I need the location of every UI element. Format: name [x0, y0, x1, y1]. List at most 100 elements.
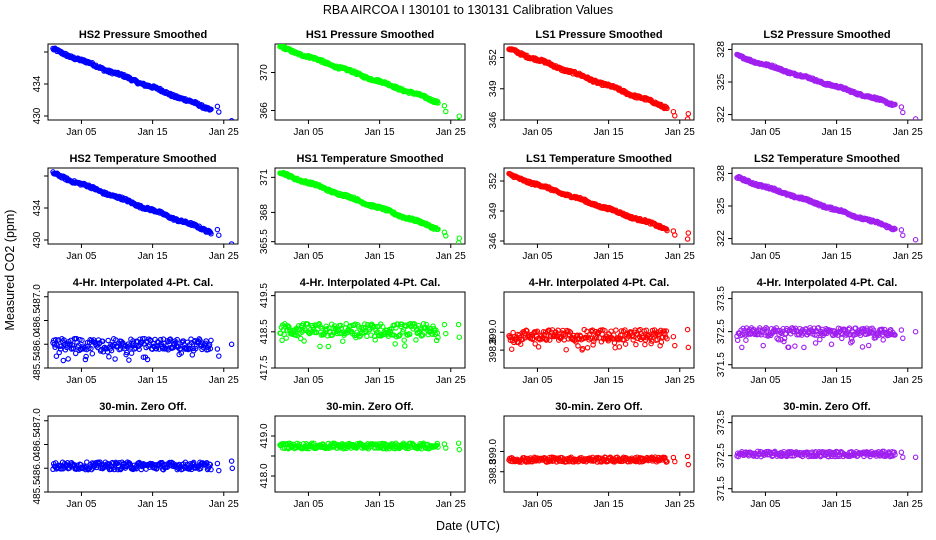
data-point	[216, 109, 222, 115]
y-tick-label: 419.0	[259, 423, 270, 448]
data-point	[845, 331, 851, 338]
data-point	[214, 226, 221, 233]
data-point	[573, 339, 579, 345]
data-point	[532, 341, 538, 347]
panel-title: 30-min. Zero Off.	[783, 401, 870, 413]
data-point	[898, 449, 905, 456]
data-point	[648, 340, 654, 347]
x-tick-label: Jan 05	[522, 127, 552, 138]
x-tick-label: Jan 25	[893, 251, 923, 262]
data-point	[397, 332, 403, 338]
data-point	[685, 111, 692, 117]
data-point	[51, 342, 58, 348]
panel-10: 4-Hr. Interpolated 4-Pt. Cal. 417.5 418.5 4…	[259, 277, 466, 386]
data-point	[865, 342, 872, 349]
y-tick-label: 398.8	[488, 337, 499, 362]
data-point	[297, 335, 304, 342]
x-tick-label: Jan 05	[66, 251, 96, 262]
panel-title: LS1 Pressure Smoothed	[535, 29, 662, 41]
data-point	[443, 233, 449, 239]
data-point	[773, 325, 780, 331]
data-point	[337, 322, 344, 329]
data-point	[602, 327, 608, 334]
y-tick-label: 418.0	[259, 463, 270, 488]
data-point	[371, 323, 377, 330]
data-point	[839, 335, 845, 342]
data-point	[544, 336, 550, 343]
data-point	[72, 350, 79, 357]
panel-title: 30-min. Zero Off.	[99, 401, 186, 413]
data-point	[647, 335, 654, 341]
data-point	[441, 321, 448, 328]
data-point	[520, 336, 526, 343]
data-point	[892, 332, 898, 338]
panel-title: HS2 Temperature Smoothed	[69, 153, 216, 165]
data-point	[400, 326, 407, 333]
x-tick-label: Jan 15	[822, 127, 852, 138]
plot-frame	[47, 167, 239, 245]
data-point	[543, 337, 549, 343]
y-tick-label: 486.0	[32, 455, 43, 480]
y-tick-label: 366	[259, 102, 270, 119]
data-point	[64, 344, 70, 351]
data-point	[352, 321, 358, 327]
plot-frame	[274, 167, 466, 245]
data-point	[912, 328, 919, 335]
data-point	[228, 118, 235, 120]
x-tick-label: Jan 05	[522, 499, 552, 510]
data-point	[661, 328, 667, 334]
plot-frame	[731, 415, 923, 493]
data-point	[435, 100, 441, 106]
data-point	[734, 337, 741, 344]
y-tick-label: 398.8	[488, 459, 499, 484]
data-point	[214, 346, 221, 352]
data-point	[216, 232, 222, 238]
data-point	[672, 232, 678, 238]
series-LS2	[734, 174, 919, 243]
data-point	[434, 440, 441, 447]
data-point	[781, 338, 787, 345]
panel-grid: HS2 Pressure Smoothed 430 434 Jan 05 Jan 15 J…	[32, 29, 923, 510]
data-point	[216, 353, 222, 359]
panel-title: 4-Hr. Interpolated 4-Pt. Cal.	[73, 277, 214, 289]
x-tick-label: Jan 25	[209, 499, 239, 510]
data-point	[663, 328, 670, 334]
data-point	[128, 350, 135, 356]
data-point	[642, 341, 648, 348]
plot-frame	[503, 167, 695, 245]
plot-frame	[47, 415, 239, 493]
y-tick-label: 365.5	[259, 229, 270, 254]
data-point	[892, 226, 898, 232]
x-tick-label: Jan 15	[594, 127, 624, 138]
data-point	[892, 451, 898, 458]
data-point	[208, 106, 214, 112]
data-point	[343, 321, 349, 327]
data-point	[898, 104, 905, 110]
data-point	[279, 337, 285, 344]
x-tick-label: Jan 15	[822, 499, 852, 510]
y-tick-label: 486.0	[32, 331, 43, 356]
data-point	[392, 341, 398, 347]
data-point	[208, 466, 214, 473]
y-tick-label: 371.5	[716, 476, 727, 501]
data-point	[684, 453, 691, 460]
data-point	[584, 345, 591, 351]
data-point	[672, 342, 678, 349]
data-point	[664, 335, 670, 342]
series-HS2	[50, 458, 236, 474]
data-point	[828, 341, 835, 348]
data-point	[664, 227, 670, 234]
data-point	[420, 332, 426, 338]
data-point	[633, 341, 639, 348]
y-tick-label: 368	[259, 204, 270, 221]
data-point	[775, 336, 782, 343]
data-point	[308, 440, 315, 447]
plot-frame	[274, 291, 466, 369]
panel-16: 30-min. Zero Off. 371.5 372.5 373.5 Jan 05 Ja…	[716, 401, 923, 510]
data-point	[174, 336, 180, 343]
x-tick-label: Jan 25	[665, 127, 695, 138]
data-point	[664, 105, 670, 112]
data-point	[401, 337, 407, 343]
